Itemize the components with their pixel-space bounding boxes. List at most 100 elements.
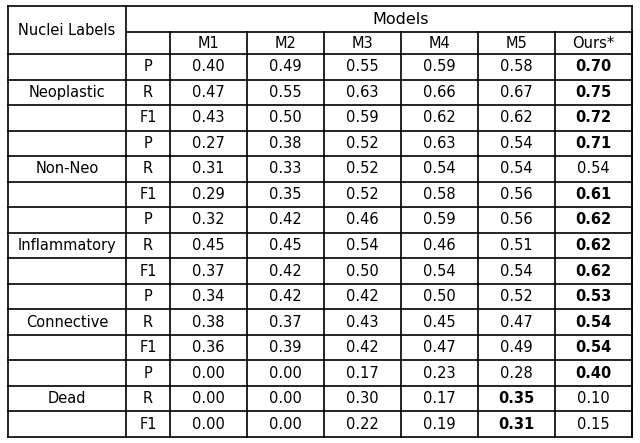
Text: 0.33: 0.33 bbox=[269, 161, 301, 176]
Text: 0.61: 0.61 bbox=[575, 187, 612, 202]
Text: 0.00: 0.00 bbox=[269, 365, 302, 381]
Text: 0.42: 0.42 bbox=[269, 289, 302, 304]
Text: Non-Neo: Non-Neo bbox=[35, 161, 99, 176]
Text: Connective: Connective bbox=[26, 315, 108, 330]
Text: 0.37: 0.37 bbox=[269, 315, 302, 330]
Text: 0.72: 0.72 bbox=[575, 110, 612, 125]
Text: F1: F1 bbox=[140, 187, 157, 202]
Text: 0.43: 0.43 bbox=[192, 110, 225, 125]
Text: P: P bbox=[143, 213, 152, 227]
Text: 0.54: 0.54 bbox=[346, 238, 379, 253]
Text: 0.00: 0.00 bbox=[192, 391, 225, 406]
Text: 0.50: 0.50 bbox=[423, 289, 456, 304]
Text: Inflammatory: Inflammatory bbox=[18, 238, 116, 253]
Text: 0.55: 0.55 bbox=[269, 85, 302, 100]
Text: 0.49: 0.49 bbox=[500, 340, 533, 355]
Text: 0.63: 0.63 bbox=[423, 136, 456, 151]
Text: 0.62: 0.62 bbox=[575, 264, 612, 279]
Text: P: P bbox=[143, 136, 152, 151]
Text: Nuclei Labels: Nuclei Labels bbox=[19, 23, 116, 38]
Text: 0.54: 0.54 bbox=[500, 161, 533, 176]
Text: 0.58: 0.58 bbox=[423, 187, 456, 202]
Text: 0.54: 0.54 bbox=[500, 264, 533, 279]
Text: R: R bbox=[143, 315, 153, 330]
Text: 0.52: 0.52 bbox=[346, 136, 379, 151]
Text: 0.31: 0.31 bbox=[499, 417, 534, 432]
Text: Models: Models bbox=[372, 12, 429, 27]
Text: 0.55: 0.55 bbox=[346, 59, 379, 74]
Text: 0.62: 0.62 bbox=[575, 238, 612, 253]
Text: 0.58: 0.58 bbox=[500, 59, 533, 74]
Text: Neoplastic: Neoplastic bbox=[29, 85, 106, 100]
Text: 0.43: 0.43 bbox=[346, 315, 379, 330]
Text: 0.52: 0.52 bbox=[346, 161, 379, 176]
Text: R: R bbox=[143, 238, 153, 253]
Text: 0.62: 0.62 bbox=[575, 213, 612, 227]
Text: 0.40: 0.40 bbox=[192, 59, 225, 74]
Text: 0.54: 0.54 bbox=[575, 315, 612, 330]
Text: 0.52: 0.52 bbox=[346, 187, 379, 202]
Text: 0.46: 0.46 bbox=[346, 213, 379, 227]
Text: 0.47: 0.47 bbox=[192, 85, 225, 100]
Text: 0.54: 0.54 bbox=[423, 161, 456, 176]
Text: 0.45: 0.45 bbox=[269, 238, 302, 253]
Text: 0.34: 0.34 bbox=[192, 289, 225, 304]
Text: Ours*: Ours* bbox=[572, 35, 614, 51]
Text: 0.00: 0.00 bbox=[192, 365, 225, 381]
Text: 0.54: 0.54 bbox=[423, 264, 456, 279]
Text: 0.31: 0.31 bbox=[192, 161, 225, 176]
Text: 0.36: 0.36 bbox=[192, 340, 225, 355]
Text: 0.66: 0.66 bbox=[423, 85, 456, 100]
Text: 0.17: 0.17 bbox=[423, 391, 456, 406]
Text: 0.45: 0.45 bbox=[192, 238, 225, 253]
Text: M3: M3 bbox=[352, 35, 373, 51]
Text: 0.71: 0.71 bbox=[575, 136, 612, 151]
Text: 0.59: 0.59 bbox=[346, 110, 379, 125]
Text: 0.32: 0.32 bbox=[192, 213, 225, 227]
Text: P: P bbox=[143, 365, 152, 381]
Text: 0.00: 0.00 bbox=[269, 417, 302, 432]
Text: R: R bbox=[143, 85, 153, 100]
Text: 0.37: 0.37 bbox=[192, 264, 225, 279]
Text: P: P bbox=[143, 59, 152, 74]
Text: F1: F1 bbox=[140, 264, 157, 279]
Text: 0.46: 0.46 bbox=[423, 238, 456, 253]
Text: 0.54: 0.54 bbox=[575, 340, 612, 355]
Text: 0.54: 0.54 bbox=[500, 136, 533, 151]
Text: M1: M1 bbox=[198, 35, 220, 51]
Text: 0.17: 0.17 bbox=[346, 365, 379, 381]
Text: 0.70: 0.70 bbox=[575, 59, 612, 74]
Text: 0.29: 0.29 bbox=[192, 187, 225, 202]
Text: 0.42: 0.42 bbox=[269, 264, 302, 279]
Text: F1: F1 bbox=[140, 417, 157, 432]
Text: 0.00: 0.00 bbox=[269, 391, 302, 406]
Text: 0.00: 0.00 bbox=[192, 417, 225, 432]
Text: 0.63: 0.63 bbox=[346, 85, 379, 100]
Text: R: R bbox=[143, 391, 153, 406]
Text: 0.10: 0.10 bbox=[577, 391, 610, 406]
Text: 0.23: 0.23 bbox=[423, 365, 456, 381]
Text: F1: F1 bbox=[140, 340, 157, 355]
Text: 0.56: 0.56 bbox=[500, 187, 533, 202]
Text: 0.50: 0.50 bbox=[269, 110, 302, 125]
Text: 0.15: 0.15 bbox=[577, 417, 610, 432]
Text: 0.49: 0.49 bbox=[269, 59, 302, 74]
Text: 0.27: 0.27 bbox=[192, 136, 225, 151]
Text: 0.56: 0.56 bbox=[500, 213, 533, 227]
Text: 0.62: 0.62 bbox=[423, 110, 456, 125]
Text: 0.47: 0.47 bbox=[423, 340, 456, 355]
Text: 0.30: 0.30 bbox=[346, 391, 379, 406]
Text: M4: M4 bbox=[429, 35, 451, 51]
Text: 0.38: 0.38 bbox=[269, 136, 301, 151]
Text: F1: F1 bbox=[140, 110, 157, 125]
Text: 0.40: 0.40 bbox=[575, 365, 612, 381]
Text: 0.39: 0.39 bbox=[269, 340, 301, 355]
Text: 0.19: 0.19 bbox=[423, 417, 456, 432]
Text: 0.52: 0.52 bbox=[500, 289, 533, 304]
Text: 0.38: 0.38 bbox=[192, 315, 225, 330]
Text: 0.35: 0.35 bbox=[499, 391, 534, 406]
Text: 0.62: 0.62 bbox=[500, 110, 533, 125]
Text: 0.59: 0.59 bbox=[423, 59, 456, 74]
Text: 0.54: 0.54 bbox=[577, 161, 610, 176]
Text: 0.75: 0.75 bbox=[575, 85, 612, 100]
